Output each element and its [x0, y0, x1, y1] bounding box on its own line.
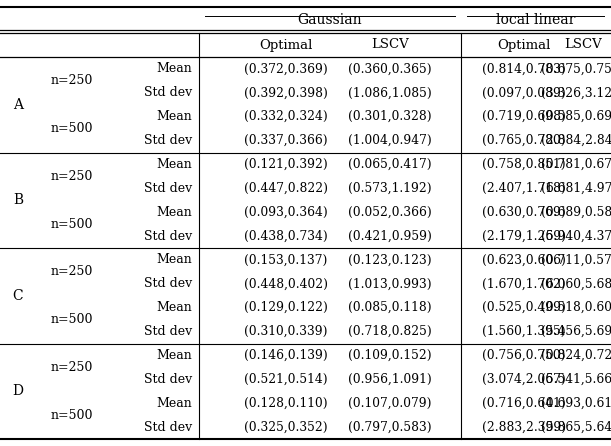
Text: (0.325,0.352): (0.325,0.352): [244, 421, 328, 434]
Text: n=500: n=500: [51, 313, 93, 326]
Text: (0.758,0.851): (0.758,0.851): [482, 158, 566, 171]
Text: (0.716,0.641): (0.716,0.641): [482, 396, 566, 410]
Text: (0.675,0.759): (0.675,0.759): [541, 62, 611, 75]
Text: (0.332,0.324): (0.332,0.324): [244, 110, 328, 123]
Text: (1.670,1.702): (1.670,1.702): [482, 277, 566, 290]
Text: (0.392,0.398): (0.392,0.398): [244, 87, 328, 99]
Text: Std dev: Std dev: [144, 277, 192, 290]
Text: (3.074,2.067): (3.074,2.067): [482, 373, 566, 386]
Text: Optimal: Optimal: [259, 38, 313, 51]
Text: (2.407,1.718): (2.407,1.718): [482, 182, 566, 195]
Text: (1.560,1.395): (1.560,1.395): [482, 325, 566, 338]
Text: (0.689,0.583): (0.689,0.583): [541, 206, 611, 219]
Text: (0.781,0.671): (0.781,0.671): [541, 158, 611, 171]
Text: (0.310,0.339): (0.310,0.339): [244, 325, 327, 338]
Text: Std dev: Std dev: [144, 421, 192, 434]
Text: (0.797,0.583): (0.797,0.583): [348, 421, 432, 434]
Text: (0.109,0.152): (0.109,0.152): [348, 349, 432, 362]
Text: Std dev: Std dev: [144, 182, 192, 195]
Text: (6.681,4.973): (6.681,4.973): [541, 182, 611, 195]
Text: n=250: n=250: [51, 74, 93, 87]
Text: (0.153,0.137): (0.153,0.137): [244, 253, 327, 266]
Text: (5.541,5.665): (5.541,5.665): [541, 373, 611, 386]
Text: (0.525,0.499): (0.525,0.499): [482, 301, 566, 314]
Text: (0.146,0.139): (0.146,0.139): [244, 349, 328, 362]
Text: (5.865,5.645): (5.865,5.645): [541, 421, 611, 434]
Text: (0.107,0.079): (0.107,0.079): [348, 396, 432, 410]
Text: (0.447,0.822): (0.447,0.822): [244, 182, 328, 195]
Text: (0.448,0.402): (0.448,0.402): [244, 277, 328, 290]
Text: (0.765,0.780): (0.765,0.780): [482, 134, 566, 147]
Text: (0.814,0.783): (0.814,0.783): [482, 62, 566, 75]
Text: Gaussian: Gaussian: [298, 13, 362, 27]
Text: (2.884,2.845): (2.884,2.845): [541, 134, 611, 147]
Text: (0.097,0.089): (0.097,0.089): [482, 87, 566, 99]
Text: Mean: Mean: [156, 301, 192, 314]
Text: Optimal: Optimal: [497, 38, 551, 51]
Text: Std dev: Std dev: [144, 87, 192, 99]
Text: (0.956,1.091): (0.956,1.091): [348, 373, 432, 386]
Text: D: D: [12, 384, 23, 398]
Text: (0.085,0.118): (0.085,0.118): [348, 301, 432, 314]
Text: Mean: Mean: [156, 206, 192, 219]
Text: Mean: Mean: [156, 253, 192, 266]
Text: (0.052,0.366): (0.052,0.366): [348, 206, 432, 219]
Text: (0.438,0.734): (0.438,0.734): [244, 230, 328, 243]
Text: (0.711,0.573): (0.711,0.573): [541, 253, 611, 266]
Text: (0.719,0.698): (0.719,0.698): [482, 110, 566, 123]
Text: (0.756,0.750): (0.756,0.750): [482, 349, 566, 362]
Text: Std dev: Std dev: [144, 373, 192, 386]
Text: A: A: [13, 98, 23, 112]
Text: Std dev: Std dev: [144, 230, 192, 243]
Text: (0.093,0.364): (0.093,0.364): [244, 206, 328, 219]
Text: Mean: Mean: [156, 396, 192, 410]
Text: n=250: n=250: [51, 361, 93, 374]
Text: C: C: [13, 289, 23, 303]
Text: (0.630,0.769): (0.630,0.769): [482, 206, 566, 219]
Text: LSCV: LSCV: [371, 38, 409, 51]
Text: LSCV: LSCV: [564, 38, 602, 51]
Text: (0.421,0.959): (0.421,0.959): [348, 230, 432, 243]
Text: (0.585,0.694): (0.585,0.694): [541, 110, 611, 123]
Text: (0.129,0.122): (0.129,0.122): [244, 301, 328, 314]
Text: (0.521,0.514): (0.521,0.514): [244, 373, 328, 386]
Text: n=250: n=250: [51, 265, 93, 278]
Text: n=500: n=500: [51, 122, 93, 135]
Text: Std dev: Std dev: [144, 325, 192, 338]
Text: (1.004,0.947): (1.004,0.947): [348, 134, 432, 147]
Text: (0.128,0.110): (0.128,0.110): [244, 396, 328, 410]
Text: n=250: n=250: [51, 170, 93, 183]
Text: (1.013,0.993): (1.013,0.993): [348, 277, 432, 290]
Text: (5.456,5.697): (5.456,5.697): [541, 325, 611, 338]
Text: local linear: local linear: [496, 13, 575, 27]
Text: (6.060,5.688): (6.060,5.688): [541, 277, 611, 290]
Text: (0.337,0.366): (0.337,0.366): [244, 134, 328, 147]
Text: Mean: Mean: [156, 62, 192, 75]
Text: (0.623,0.606): (0.623,0.606): [482, 253, 566, 266]
Text: (0.718,0.825): (0.718,0.825): [348, 325, 432, 338]
Text: (0.121,0.392): (0.121,0.392): [244, 158, 328, 171]
Text: (0.573,1.192): (0.573,1.192): [348, 182, 432, 195]
Text: B: B: [13, 193, 23, 207]
Text: Std dev: Std dev: [144, 134, 192, 147]
Text: Mean: Mean: [156, 110, 192, 123]
Text: Mean: Mean: [156, 349, 192, 362]
Text: Mean: Mean: [156, 158, 192, 171]
Text: (0.824,0.725): (0.824,0.725): [541, 349, 611, 362]
Text: (0.123,0.123): (0.123,0.123): [348, 253, 432, 266]
Text: n=500: n=500: [51, 409, 93, 421]
Text: (0.301,0.328): (0.301,0.328): [348, 110, 432, 123]
Text: (0.360,0.365): (0.360,0.365): [348, 62, 432, 75]
Text: (0.065,0.417): (0.065,0.417): [348, 158, 432, 171]
Text: (0.693,0.618): (0.693,0.618): [541, 396, 611, 410]
Text: (2.883,2.399): (2.883,2.399): [482, 421, 566, 434]
Text: (5.940,4.375): (5.940,4.375): [541, 230, 611, 243]
Text: (0.518,0.609): (0.518,0.609): [541, 301, 611, 314]
Text: (2.179,1.269): (2.179,1.269): [482, 230, 566, 243]
Text: n=500: n=500: [51, 218, 93, 231]
Text: (1.086,1.085): (1.086,1.085): [348, 87, 432, 99]
Text: (0.372,0.369): (0.372,0.369): [244, 62, 328, 75]
Text: (3.326,3.124): (3.326,3.124): [541, 87, 611, 99]
